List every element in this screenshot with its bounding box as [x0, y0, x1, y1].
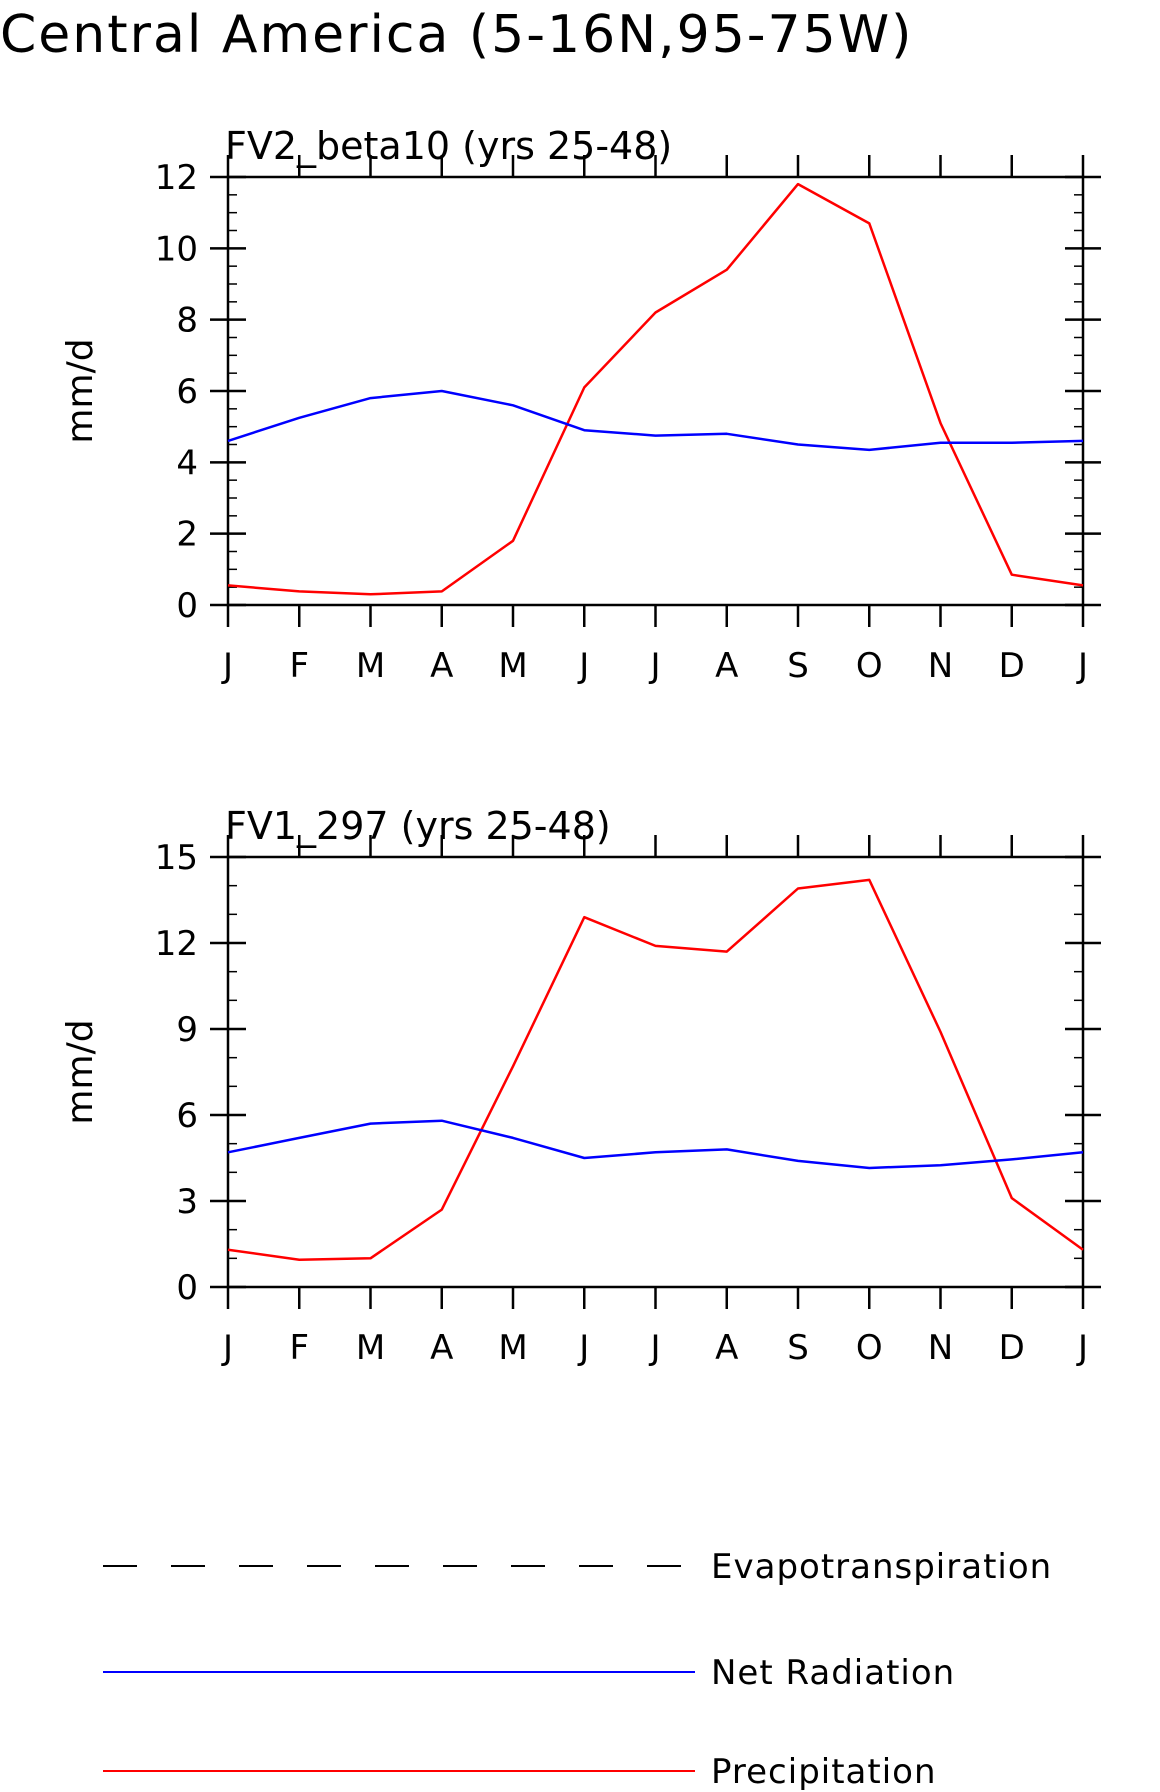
- y-tick-label: 0: [176, 1268, 198, 1308]
- y-tick-label: 8: [176, 301, 198, 341]
- chart-panel-2: FV1_297 (yrs 25-48) mm/d 0 3 6 9 12 15 J F M A M J J A S…: [60, 804, 1101, 1368]
- x-tick-label: J: [1076, 646, 1088, 686]
- main-title: Central America (5-16N,95-75W): [0, 5, 913, 65]
- x-tick-label: J: [648, 1328, 660, 1368]
- x-tick-label: A: [430, 1328, 453, 1368]
- legend-label-evapotranspiration: Evapotranspiration: [711, 1547, 1052, 1587]
- x-tick-label: M: [498, 1328, 527, 1368]
- y-tick-label: 6: [176, 372, 198, 412]
- y-tick-label: 4: [176, 443, 198, 483]
- y-tick-label: 9: [176, 1010, 198, 1050]
- x-tick-label: M: [356, 1328, 385, 1368]
- chart-panels: FV2_beta10 (yrs 25-48) mm/d 0 2 4 6 8 10 12 J F M A M…: [60, 124, 1101, 1368]
- panel-title: FV1_297 (yrs 25-48): [225, 804, 611, 848]
- legend: Evapotranspiration Net Radiation Precipita…: [103, 1547, 1052, 1792]
- y-tick-label: 12: [155, 158, 198, 198]
- x-tick-label: S: [787, 646, 809, 686]
- x-tick-label: F: [289, 646, 309, 686]
- series-line-precipitation: [227, 182, 1084, 596]
- x-tick-label: M: [498, 646, 527, 686]
- y-axis-label: mm/d: [60, 338, 101, 443]
- x-tick-label: D: [999, 1328, 1025, 1368]
- x-tick-label: N: [928, 1328, 953, 1368]
- chart-panel-1: FV2_beta10 (yrs 25-48) mm/d 0 2 4 6 8 10 12 J F M A M…: [60, 124, 1101, 686]
- y-tick-label: 3: [176, 1182, 198, 1222]
- y-tick-label: 10: [155, 229, 198, 269]
- panel-title: FV2_beta10 (yrs 25-48): [225, 124, 672, 168]
- x-tick-label: J: [577, 1328, 589, 1368]
- y-tick-label: 2: [176, 515, 198, 555]
- y-tick-label: 6: [176, 1096, 198, 1136]
- x-tick-label: J: [577, 646, 589, 686]
- plot-frame: [226, 175, 1085, 607]
- x-tick-label: S: [787, 1328, 809, 1368]
- x-tick-label: N: [928, 646, 953, 686]
- x-tick-label: A: [715, 1328, 738, 1368]
- x-tick-label: F: [289, 1328, 309, 1368]
- y-tick-label: 12: [155, 924, 198, 964]
- x-tick-label: A: [715, 646, 738, 686]
- y-tick-label: 15: [155, 838, 198, 878]
- x-tick-label: A: [430, 646, 453, 686]
- legend-label-precipitation: Precipitation: [711, 1752, 937, 1792]
- x-tick-label: D: [999, 646, 1025, 686]
- x-tick-label: O: [856, 646, 883, 686]
- y-tick-label: 0: [176, 586, 198, 626]
- series-line-net-radiation: [227, 389, 1084, 452]
- series-line-net-radiation: [227, 1119, 1084, 1170]
- series-line-precipitation: [227, 878, 1084, 1262]
- x-tick-label: O: [856, 1328, 883, 1368]
- legend-label-net-radiation: Net Radiation: [711, 1653, 955, 1693]
- x-tick-label: J: [648, 646, 660, 686]
- x-tick-label: J: [1076, 1328, 1088, 1368]
- x-tick-label: J: [221, 646, 233, 686]
- y-axis-label: mm/d: [60, 1019, 101, 1124]
- x-tick-label: J: [221, 1328, 233, 1368]
- x-tick-label: M: [356, 646, 385, 686]
- plot-frame: [226, 855, 1085, 1289]
